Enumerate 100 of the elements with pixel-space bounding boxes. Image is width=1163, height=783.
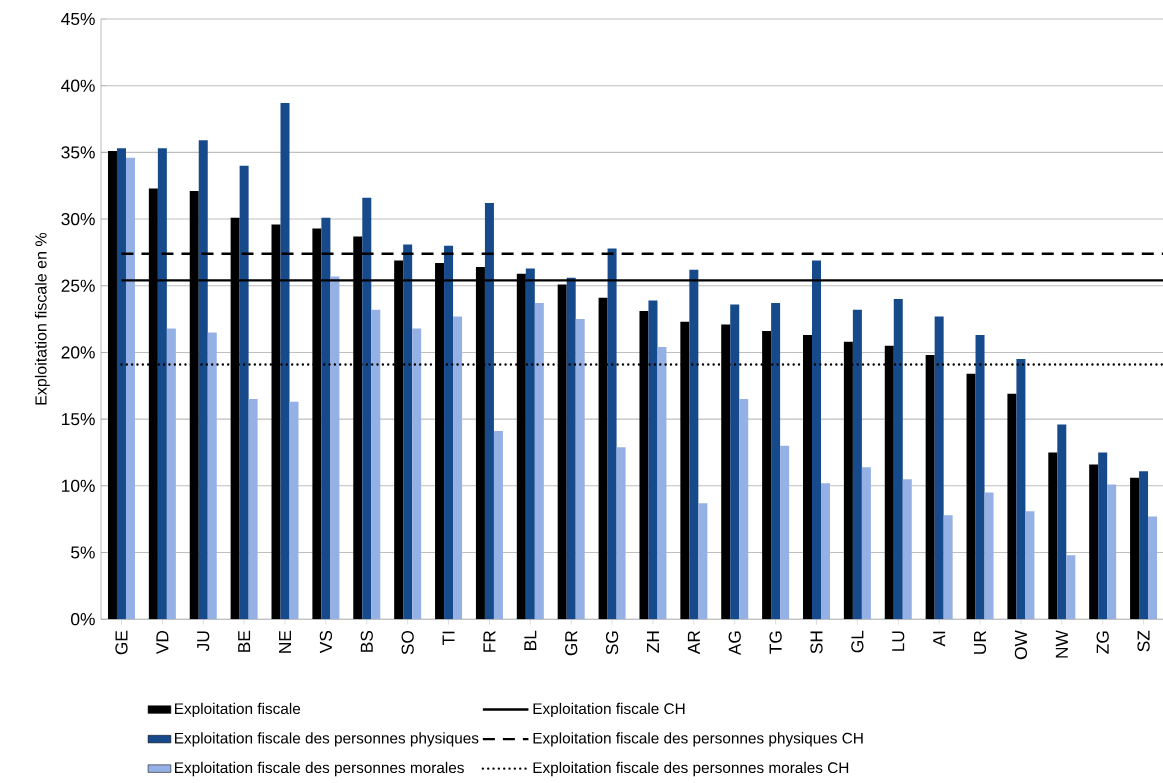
bar <box>493 431 503 620</box>
bar <box>1139 471 1149 620</box>
x-tick-label: FR <box>483 630 496 652</box>
x-tick-label: OW <box>1014 630 1028 660</box>
bar <box>107 151 117 620</box>
bar <box>1089 464 1099 620</box>
x-tick-label: BE <box>238 630 251 652</box>
x-tick-label: GR <box>565 630 578 656</box>
bar <box>371 309 381 620</box>
bar <box>1048 452 1058 620</box>
bar <box>966 373 976 620</box>
x-tick-label: LU <box>892 631 905 651</box>
bar <box>1148 516 1158 620</box>
x-tick-label: BS <box>360 630 373 652</box>
y-tick-label: 10% <box>62 479 95 492</box>
bar <box>166 328 176 620</box>
legend-label: Exploitation fiscale des personnes morales CH <box>533 761 849 777</box>
x-tick-label: VD <box>156 630 169 655</box>
bar <box>893 299 903 620</box>
x-tick-label: UR <box>973 630 987 654</box>
bar <box>575 319 585 620</box>
bar <box>1025 511 1035 620</box>
legend-label: Exploitation fiscale <box>175 702 301 718</box>
bar <box>525 268 535 620</box>
bar <box>444 245 454 620</box>
bar <box>289 401 299 620</box>
y-tick-label: 30% <box>61 212 95 226</box>
bar <box>157 148 167 620</box>
x-tick-label: AR <box>687 630 700 655</box>
bar <box>821 483 830 620</box>
bar <box>739 399 749 620</box>
bar <box>1066 555 1076 620</box>
bar <box>861 467 871 620</box>
bar <box>321 217 331 620</box>
bar <box>1107 484 1117 620</box>
x-tick-label: TI <box>442 631 455 646</box>
bar <box>730 304 740 620</box>
legend-label: Exploitation fiscale des personnes physiques <box>175 732 479 747</box>
y-tick-label: 40% <box>61 79 95 92</box>
x-tick-label: BL <box>524 630 537 650</box>
y-tick-label: 15% <box>62 413 95 426</box>
bar <box>198 140 208 620</box>
y-tick-label: 45% <box>61 12 95 26</box>
bar <box>689 269 699 620</box>
x-tick-label: ZH <box>647 631 659 653</box>
bar <box>812 260 821 620</box>
bar <box>453 316 463 620</box>
x-tick-label: ZG <box>1096 631 1109 654</box>
x-tick-label: TG <box>769 631 782 654</box>
y-tick-label: 35% <box>61 146 95 159</box>
bar <box>330 276 340 620</box>
bar <box>902 479 912 620</box>
x-tick-label: SH <box>810 631 823 654</box>
bar <box>403 244 413 620</box>
x-tick-label: JU <box>197 631 210 652</box>
bar <box>1016 359 1026 620</box>
y-tick-label: 5% <box>71 546 95 559</box>
bar <box>566 277 576 620</box>
legend-label: Exploitation fiscale des personnes physiques CH <box>533 732 863 747</box>
bar <box>975 335 985 620</box>
x-tick-label: SG <box>605 631 619 655</box>
bar <box>280 103 290 620</box>
bar <box>657 347 667 620</box>
legend-label: Exploitation fiscale CH <box>533 702 685 718</box>
bar <box>771 303 781 620</box>
bar <box>125 157 135 620</box>
x-tick-label: GE <box>115 630 128 655</box>
x-tick-label: NE <box>279 630 291 653</box>
bar <box>984 492 994 620</box>
bar <box>780 445 790 620</box>
x-tick-label: SZ <box>1137 630 1150 652</box>
bar <box>852 309 862 620</box>
y-tick-label: 20% <box>61 346 95 359</box>
bar <box>1098 452 1108 620</box>
bar <box>484 203 494 620</box>
bar <box>648 300 658 620</box>
x-tick-label: AG <box>728 631 741 656</box>
bar <box>943 515 953 620</box>
x-tick-label: GL <box>851 630 864 653</box>
bar <box>116 148 126 620</box>
x-tick-label: NW <box>1055 630 1068 658</box>
bar <box>1057 424 1067 620</box>
x-tick-label: VS <box>319 630 333 654</box>
bar <box>698 503 708 620</box>
bar <box>1130 477 1140 620</box>
bar <box>607 248 617 620</box>
y-tick-label: 25% <box>61 279 95 292</box>
x-tick-label: SO <box>401 630 414 655</box>
bar <box>616 447 626 620</box>
y-axis-title: Exploitation fiscale en % <box>34 233 50 405</box>
legend-label: Exploitation fiscale des personnes morales <box>175 761 464 777</box>
bar <box>362 197 372 620</box>
x-tick-label: AI <box>933 631 946 647</box>
bar <box>934 316 944 620</box>
bar <box>412 328 422 620</box>
bar <box>207 332 217 620</box>
bar <box>1007 393 1017 620</box>
y-tick-label: 0% <box>71 613 95 626</box>
bar <box>534 303 544 620</box>
bar <box>248 399 258 620</box>
